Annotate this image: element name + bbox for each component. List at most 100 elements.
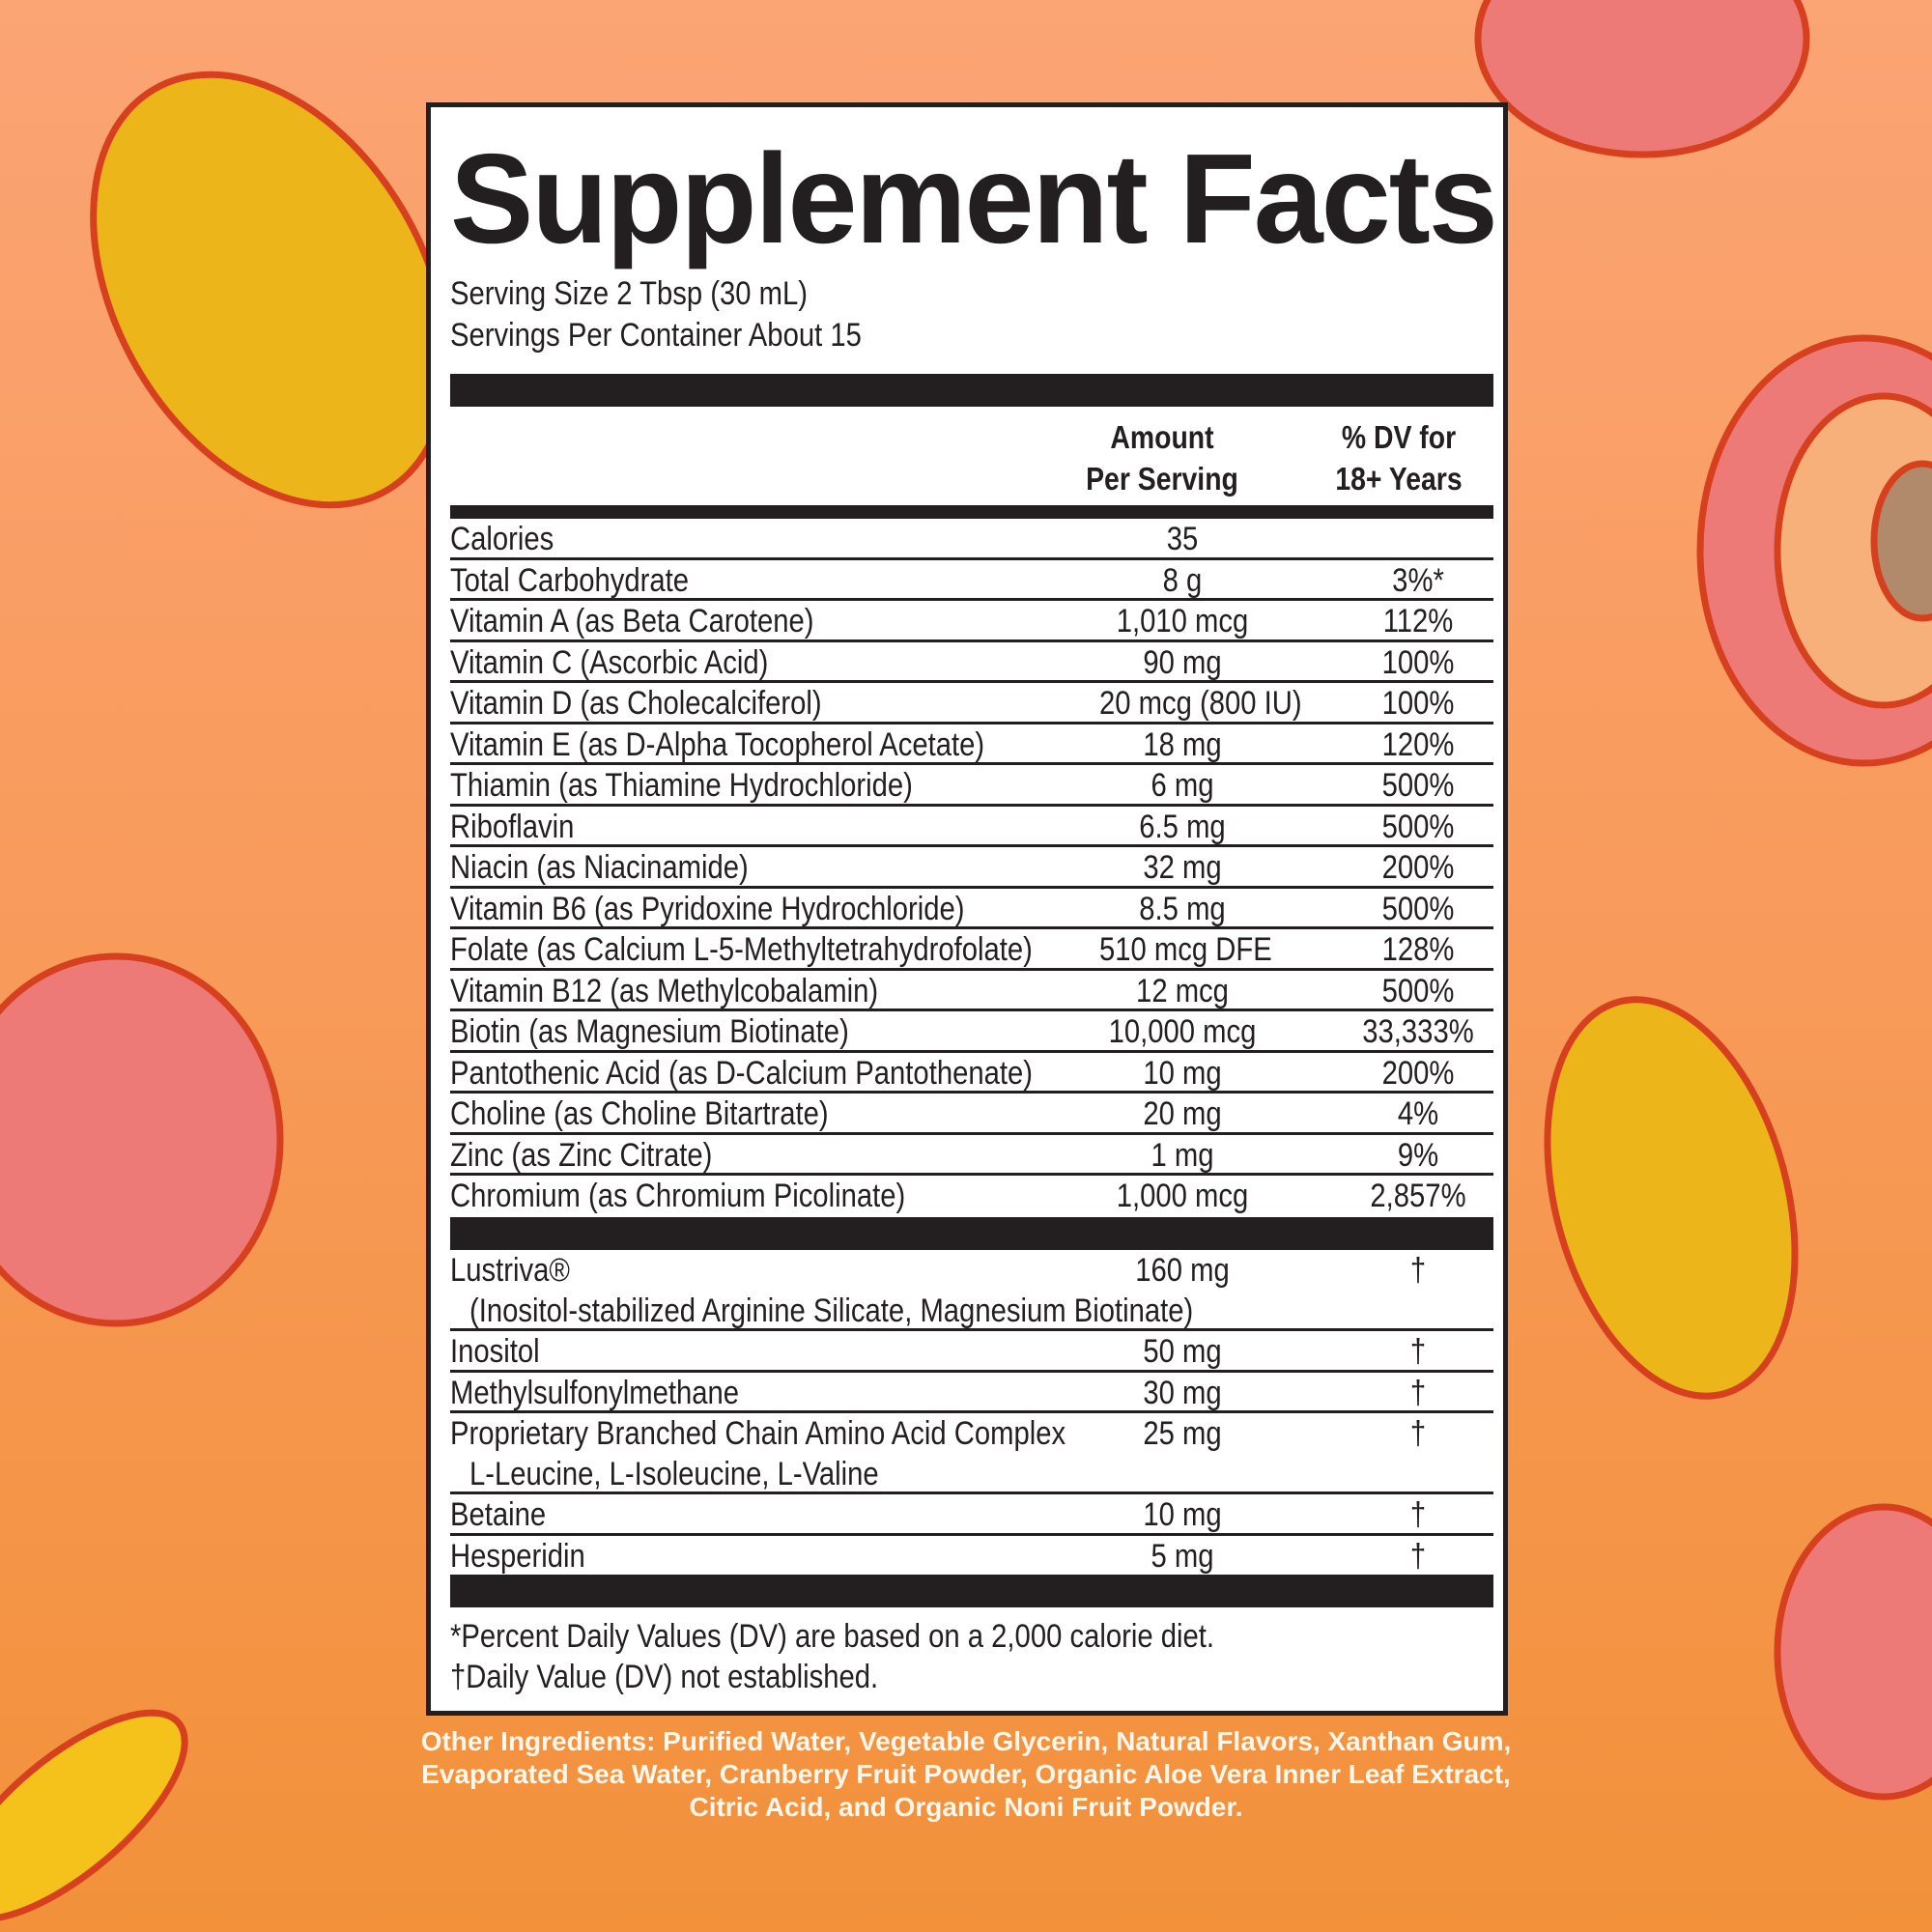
amount-per-serving: 18 mg <box>1143 725 1222 763</box>
dv-header-line1: % DV for <box>1341 419 1457 455</box>
nutrient-name: Biotin (as Magnesium Biotinate) <box>450 1013 849 1050</box>
table-row: Betaine 10 mg † <box>450 1494 1493 1536</box>
nutrient-source: (Inositol-stabilized Arginine Silicate, … <box>469 1293 1194 1329</box>
amount-per-serving: 8 g <box>1162 561 1203 599</box>
peach-illustration <box>0 952 284 1327</box>
dv-header-line2: 18+ Years <box>1335 461 1463 497</box>
percent-daily-value: 3%* <box>1392 561 1444 599</box>
table-row: Choline (as Choline Bitartrate) 20 mg 4% <box>450 1094 1493 1135</box>
nutrient-name: Vitamin E (as D-Alpha Tocopherol Acetate… <box>450 725 985 763</box>
amount-per-serving: 50 mg <box>1143 1333 1222 1370</box>
percent-daily-value: † <box>1409 1496 1427 1533</box>
nutrient-name: Vitamin A (as Beta Carotene) <box>450 603 814 639</box>
table-row: Vitamin A (as Beta Carotene) 1,010 mcg 112… <box>450 601 1493 642</box>
table-row: Pantothenic Acid (as D-Calcium Pantothen… <box>450 1053 1493 1094</box>
table-row: Chromium (as Chromium Picolinate) 1,000 m… <box>450 1176 1493 1217</box>
percent-daily-value: 2,857% <box>1370 1178 1466 1214</box>
amount-per-serving: 12 mcg <box>1136 972 1229 1009</box>
amount-per-serving: 32 mg <box>1143 849 1222 886</box>
nutrient-name: Methylsulfonylmethane <box>450 1374 740 1411</box>
percent-daily-value: 200% <box>1381 849 1455 886</box>
nutrient-name: Proprietary Branched Chain Amino Acid Co… <box>450 1415 1066 1452</box>
footnote-dv: *Percent Daily Values (DV) are based on … <box>450 1618 1214 1655</box>
amount-per-serving: 510 mcg DFE <box>1099 931 1272 968</box>
percent-daily-value: 128% <box>1381 931 1455 968</box>
amount-per-serving: 5 mg <box>1151 1537 1214 1575</box>
nutrient-name: Vitamin C (Ascorbic Acid) <box>450 643 769 681</box>
serving-size: Serving Size 2 Tbsp (30 mL) <box>450 275 809 312</box>
table-row: Biotin (as Magnesium Biotinate) 10,000 mc… <box>450 1011 1493 1053</box>
amount-per-serving: 6 mg <box>1151 767 1214 804</box>
percent-daily-value: 200% <box>1381 1054 1455 1092</box>
mango-illustration <box>90 71 451 509</box>
peach-illustration <box>1774 1503 1932 1801</box>
nutrient-name: Hesperidin <box>450 1537 585 1575</box>
amount-per-serving: 90 mg <box>1143 643 1222 681</box>
other-ingredients: Other Ingredients: Purified Water, Veget… <box>420 1726 1512 1822</box>
table-row: Vitamin B6 (as Pyridoxine Hydrochloride)… <box>450 889 1493 929</box>
nutrient-name: Vitamin B12 (as Methylcobalamin) <box>450 972 879 1009</box>
nutrient-name: Lustriva® <box>450 1252 570 1289</box>
amount-per-serving: 1,000 mcg <box>1116 1178 1249 1214</box>
divider-thick <box>450 1217 1493 1250</box>
percent-daily-value: 500% <box>1381 890 1455 927</box>
divider-thick <box>450 374 1493 407</box>
percent-daily-value: 100% <box>1381 643 1455 681</box>
amount-per-serving: 20 mcg (800 IU) <box>1099 685 1302 722</box>
table-row: Vitamin C (Ascorbic Acid) 90 mg 100% <box>450 642 1493 683</box>
percent-daily-value: † <box>1409 1333 1427 1370</box>
mango-illustration <box>1544 996 1799 1400</box>
table-row: Vitamin E (as D-Alpha Tocopherol Acetate… <box>450 724 1493 765</box>
amount-per-serving: 10 mg <box>1143 1496 1222 1533</box>
nutrient-name: Vitamin D (as Cholecalciferol) <box>450 685 822 722</box>
nutrient-name: Niacin (as Niacinamide) <box>450 849 749 886</box>
supplement-facts-panel: Supplement Facts Serving Size 2 Tbsp (30… <box>426 102 1508 1716</box>
percent-daily-value: 500% <box>1381 972 1455 1009</box>
nutrient-name: Total Carbohydrate <box>450 561 690 599</box>
percent-daily-value: 112% <box>1382 603 1454 639</box>
panel-title: Supplement Facts <box>450 128 1498 270</box>
peach-illustration <box>1474 0 1810 158</box>
nutrient-name: Chromium (as Chromium Picolinate) <box>450 1178 906 1214</box>
nutrient-name: Riboflavin <box>450 808 575 845</box>
percent-daily-value: † <box>1409 1415 1427 1452</box>
percent-daily-value: 100% <box>1381 685 1455 722</box>
amount-per-serving: 30 mg <box>1143 1374 1222 1411</box>
percent-daily-value: 9% <box>1397 1136 1439 1174</box>
percent-daily-value: † <box>1409 1374 1427 1411</box>
nutrient-name: Vitamin B6 (as Pyridoxine Hydrochloride) <box>450 890 965 927</box>
amount-per-serving: 1 mg <box>1151 1136 1214 1174</box>
table-row: Riboflavin 6.5 mg 500% <box>450 807 1493 847</box>
table-row: Folate (as Calcium L-5-Methyltetrahydrof… <box>450 929 1493 971</box>
nutrient-name: Betaine <box>450 1496 547 1533</box>
table-row: Lustriva® (Inositol-stabilized Arginine S… <box>450 1250 1493 1331</box>
percent-daily-value: 120% <box>1381 725 1455 763</box>
amount-header: Amount Per Serving <box>1079 416 1245 499</box>
amount-header-line1: Amount <box>1110 419 1214 455</box>
divider-medium <box>450 505 1493 519</box>
nutrient-name: Zinc (as Zinc Citrate) <box>450 1136 713 1174</box>
table-row: Vitamin B12 (as Methylcobalamin) 12 mcg 50… <box>450 971 1493 1011</box>
percent-daily-value: † <box>1409 1537 1427 1575</box>
table-row: Vitamin D (as Cholecalciferol) 20 mcg (80… <box>450 683 1493 724</box>
table-row: Calories 35 <box>450 519 1493 560</box>
footnote-dagger: †Daily Value (DV) not established. <box>450 1659 879 1695</box>
table-row: Niacin (as Niacinamide) 32 mg 200% <box>450 847 1493 889</box>
table-row: Hesperidin 5 mg † <box>450 1536 1493 1577</box>
nutrient-name: Inositol <box>450 1333 540 1370</box>
amount-per-serving: 160 mg <box>1135 1252 1230 1289</box>
nutrient-name: Folate (as Calcium L-5-Methyltetrahydrof… <box>450 931 1033 968</box>
amount-per-serving: 20 mg <box>1143 1095 1222 1132</box>
table-row: Thiamin (as Thiamine Hydrochloride) 6 mg 5… <box>450 765 1493 807</box>
table-row: Total Carbohydrate 8 g 3%* <box>450 560 1493 601</box>
servings-per-container: Servings Per Container About 15 <box>450 317 862 354</box>
amount-header-line2: Per Serving <box>1086 461 1238 497</box>
divider-thick <box>450 1575 1493 1607</box>
amount-per-serving: 10,000 mcg <box>1108 1013 1257 1050</box>
percent-daily-value: 4% <box>1397 1095 1439 1132</box>
table-row: Zinc (as Zinc Citrate) 1 mg 9% <box>450 1135 1493 1176</box>
nutrient-name: Calories <box>450 521 554 557</box>
table-row: Inositol 50 mg † <box>450 1331 1493 1373</box>
amount-per-serving: 1,010 mcg <box>1116 603 1249 639</box>
nutrient-name: Choline (as Choline Bitartrate) <box>450 1095 829 1132</box>
